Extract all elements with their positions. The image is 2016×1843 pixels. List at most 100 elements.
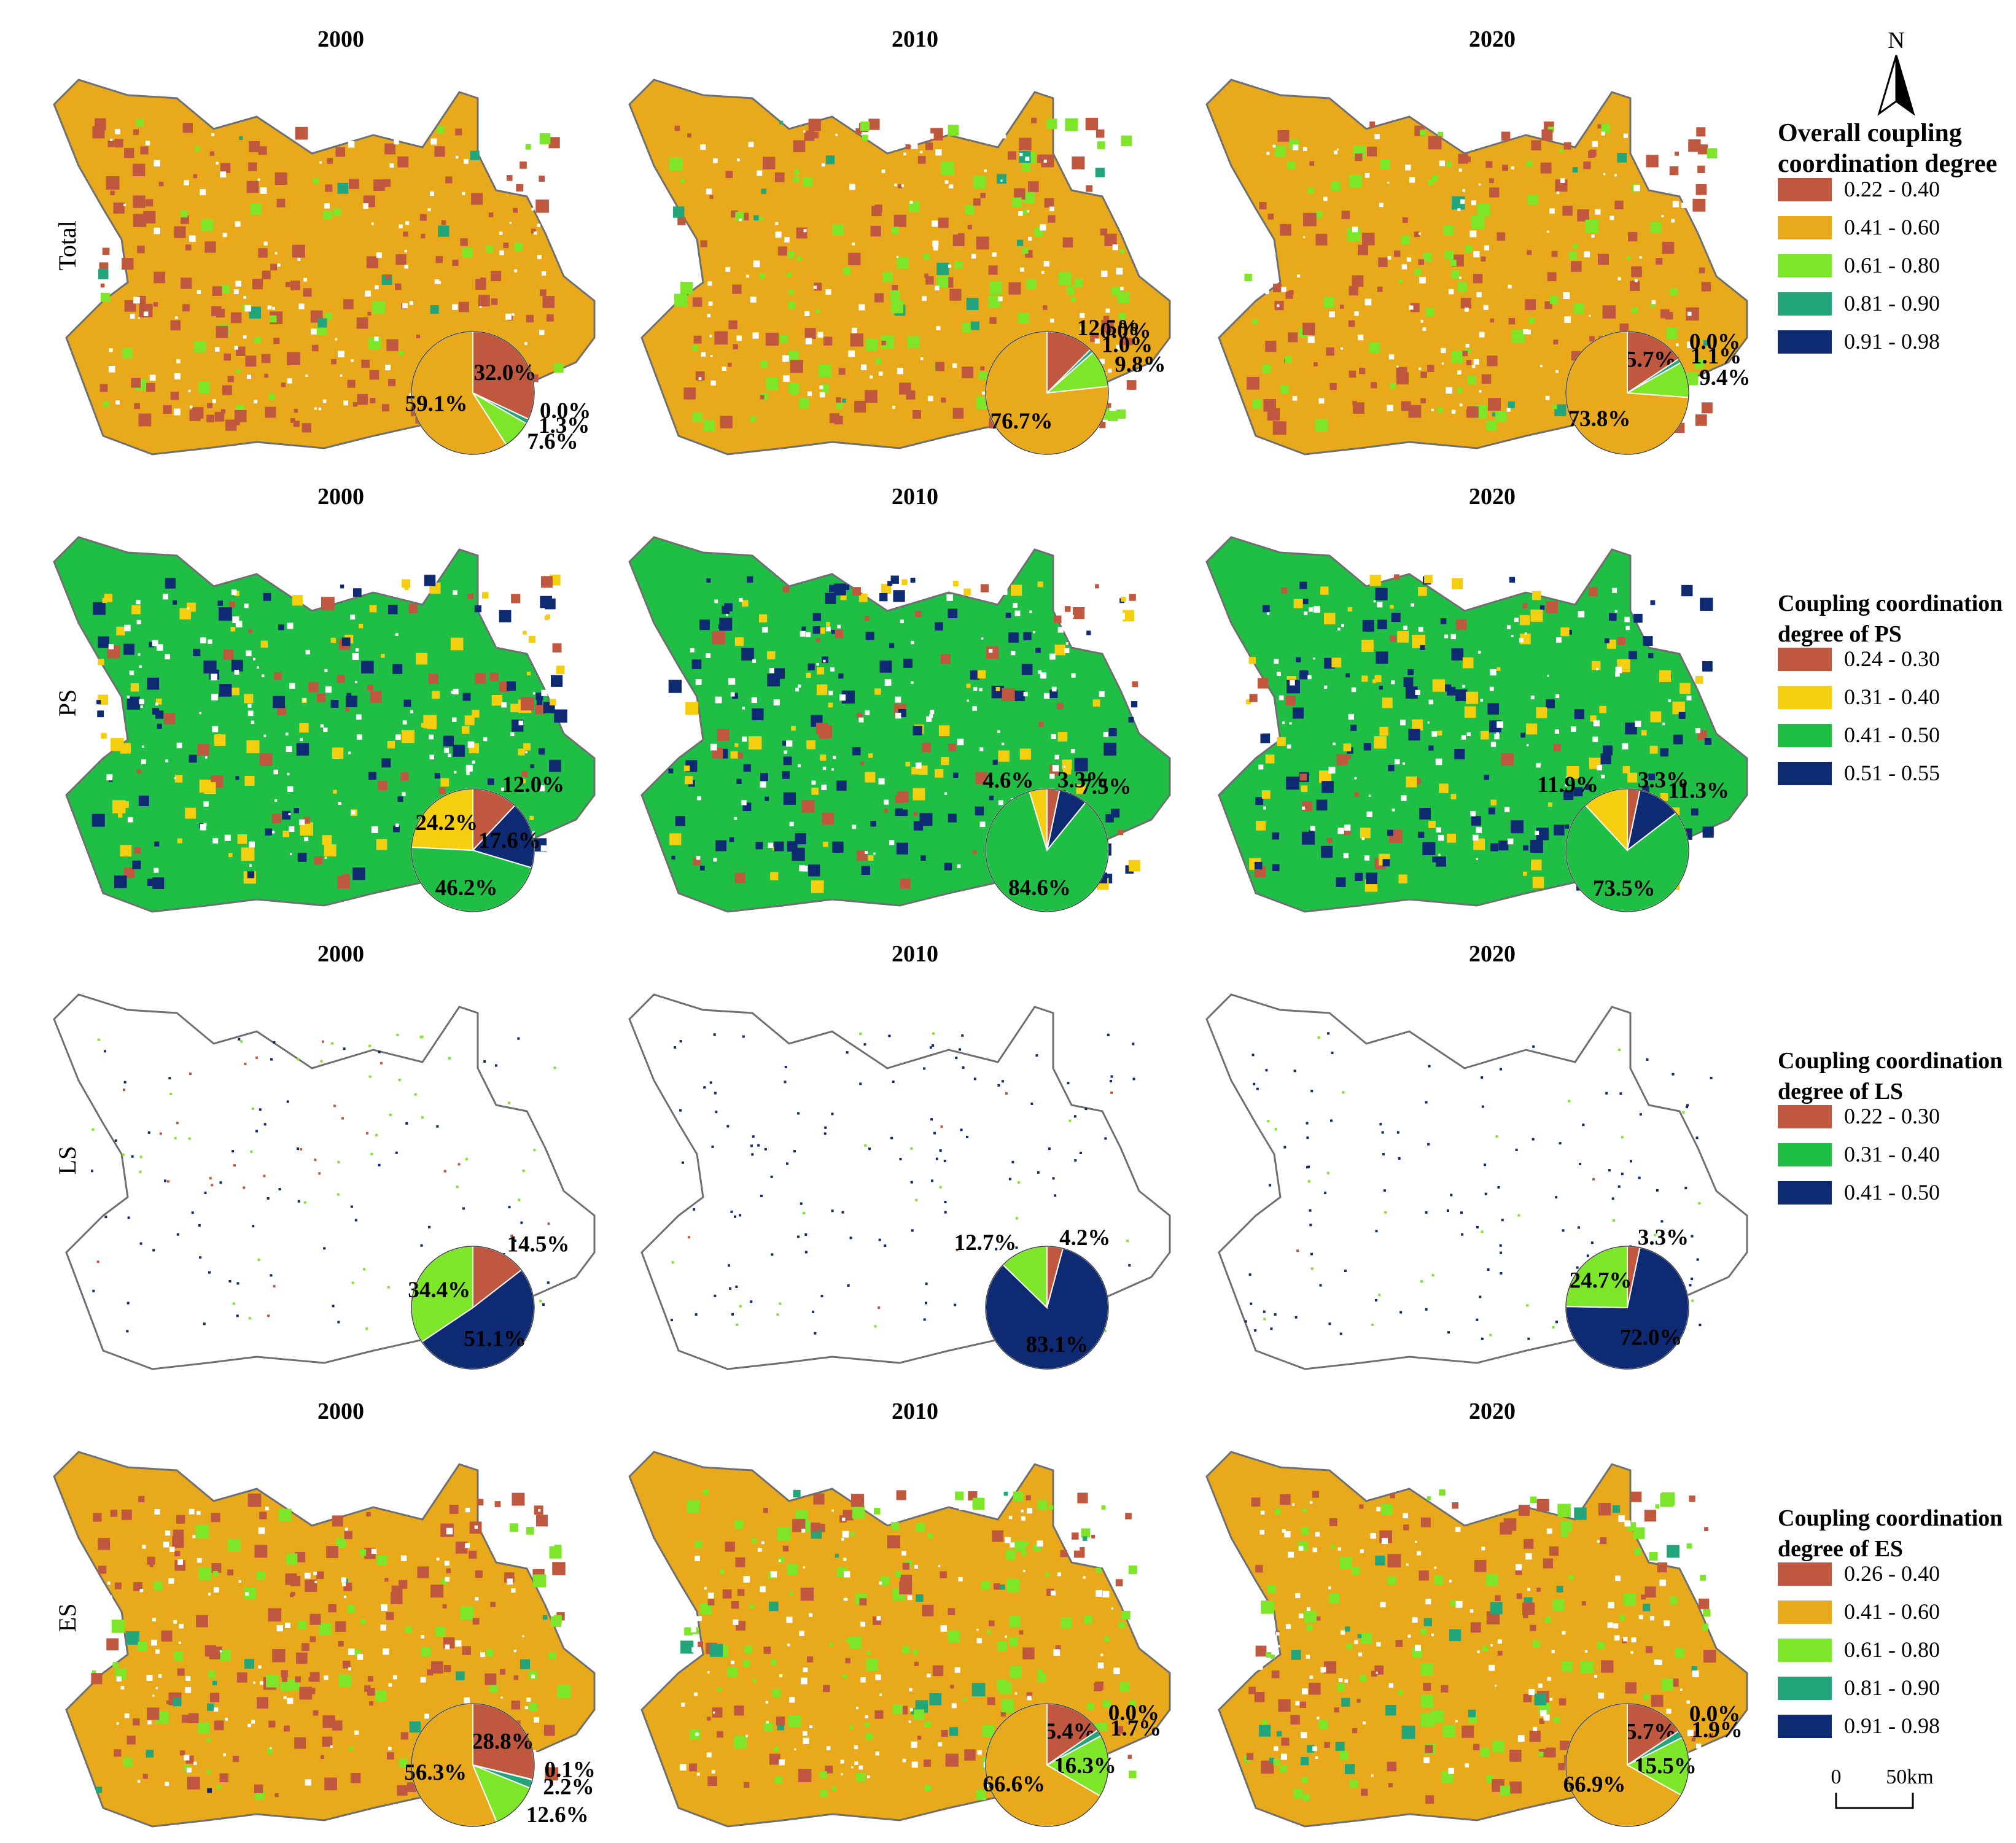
map-pixel — [803, 177, 813, 187]
map-pixel — [1495, 411, 1507, 422]
map-pixel — [1377, 286, 1383, 292]
map-gap — [843, 1598, 846, 1601]
map-gap — [1681, 203, 1687, 208]
map-gap — [1595, 209, 1601, 215]
map-gap — [1021, 1510, 1024, 1513]
map-gap — [1306, 1607, 1310, 1612]
map-gap — [1613, 1623, 1619, 1629]
map-pixel — [1335, 1742, 1345, 1752]
map-pixel — [136, 769, 142, 774]
map-gap — [429, 734, 434, 740]
map-pixel — [1619, 1092, 1622, 1095]
map-pixel — [1536, 707, 1547, 718]
map-pixel — [518, 748, 525, 756]
map-pixel — [248, 141, 260, 153]
map-pixel — [445, 176, 453, 184]
map-gap — [165, 654, 170, 659]
map-pixel — [1536, 1588, 1541, 1592]
map-pixel — [1026, 1495, 1031, 1500]
map-pixel — [1019, 748, 1031, 760]
map-gap — [1560, 178, 1565, 183]
map-pixel — [1546, 601, 1558, 613]
map-pixel — [330, 637, 336, 643]
map-gap — [1010, 1542, 1015, 1548]
map-pixel — [1061, 1617, 1072, 1629]
map-pixel — [220, 284, 230, 294]
map-gap — [126, 696, 130, 699]
map-pixel — [127, 1216, 130, 1219]
row-label: Total — [53, 220, 81, 271]
map-pixel — [1254, 1692, 1265, 1702]
map-gap — [697, 796, 701, 801]
map-pixel — [1481, 1230, 1484, 1233]
map-pixel — [347, 1605, 356, 1613]
map-pixel — [417, 1566, 429, 1578]
map-gap — [1303, 236, 1306, 238]
map-pixel — [1390, 1493, 1395, 1499]
map-pixel — [227, 1538, 241, 1553]
map-pixel — [1447, 1331, 1450, 1334]
map-gap — [277, 263, 281, 267]
map-pixel — [548, 1652, 557, 1660]
map-pixel — [228, 853, 233, 858]
map-gap — [348, 751, 351, 755]
map-gap — [1547, 230, 1549, 233]
map-pixel — [428, 1225, 431, 1228]
map-gap — [258, 1527, 265, 1534]
map-gap — [1371, 1774, 1374, 1777]
map-pixel — [287, 352, 300, 365]
map-gap — [324, 203, 330, 209]
map-pixel — [1546, 699, 1555, 708]
map-pixel — [421, 233, 426, 239]
pie-chart: 12.0%17.6%46.2%24.2% — [411, 772, 564, 912]
map-gap — [1018, 211, 1023, 216]
map-gap — [1333, 742, 1336, 745]
map-pixel — [1072, 607, 1085, 619]
pie-label: 24.2% — [415, 810, 478, 836]
map-pixel — [516, 184, 524, 192]
map-pixel — [1379, 1123, 1382, 1126]
map-pixel — [765, 332, 779, 346]
map-pixel — [1074, 1159, 1077, 1162]
pie-chart: 3.3%72.0%24.7% — [1565, 1225, 1689, 1370]
map-pixel — [1037, 1500, 1047, 1510]
map-gap — [304, 837, 309, 842]
map-gap — [541, 271, 547, 276]
map-pixel — [794, 169, 800, 175]
map-gap — [287, 1698, 294, 1704]
map-gap — [289, 853, 292, 855]
pie-label: 9.4% — [1699, 365, 1750, 390]
map-pixel — [259, 1108, 262, 1111]
map-gap — [455, 155, 459, 159]
map-pixel — [550, 699, 556, 705]
map-gap — [211, 694, 218, 700]
map-gap — [499, 250, 504, 255]
map-gap — [116, 1722, 119, 1725]
map-gap — [679, 1764, 687, 1771]
map-gap — [1686, 1700, 1690, 1704]
map-gap — [773, 699, 780, 706]
map-pixel — [936, 276, 949, 288]
map-pixel — [1634, 1548, 1641, 1556]
map-gap — [253, 658, 256, 661]
map-pixel — [1527, 194, 1538, 205]
map-pixel — [1026, 279, 1037, 290]
map-gap — [734, 817, 738, 820]
map-pixel — [549, 759, 561, 772]
map-gap — [188, 389, 191, 392]
map-pixel — [804, 328, 816, 340]
map-pixel — [815, 723, 828, 735]
map-gap — [179, 1624, 184, 1629]
map-gap — [700, 144, 706, 150]
map-pixel — [1460, 1211, 1463, 1214]
map-pixel — [464, 715, 475, 726]
map-gap — [287, 786, 294, 792]
map-pixel — [1487, 398, 1501, 411]
map-pixel — [378, 1163, 381, 1166]
map-pixel — [101, 292, 111, 302]
map-pixel — [776, 1313, 779, 1316]
map-pixel — [1562, 206, 1573, 216]
map-gap — [247, 704, 252, 708]
map-pixel — [1331, 1545, 1336, 1549]
map-pixel — [822, 1685, 830, 1693]
